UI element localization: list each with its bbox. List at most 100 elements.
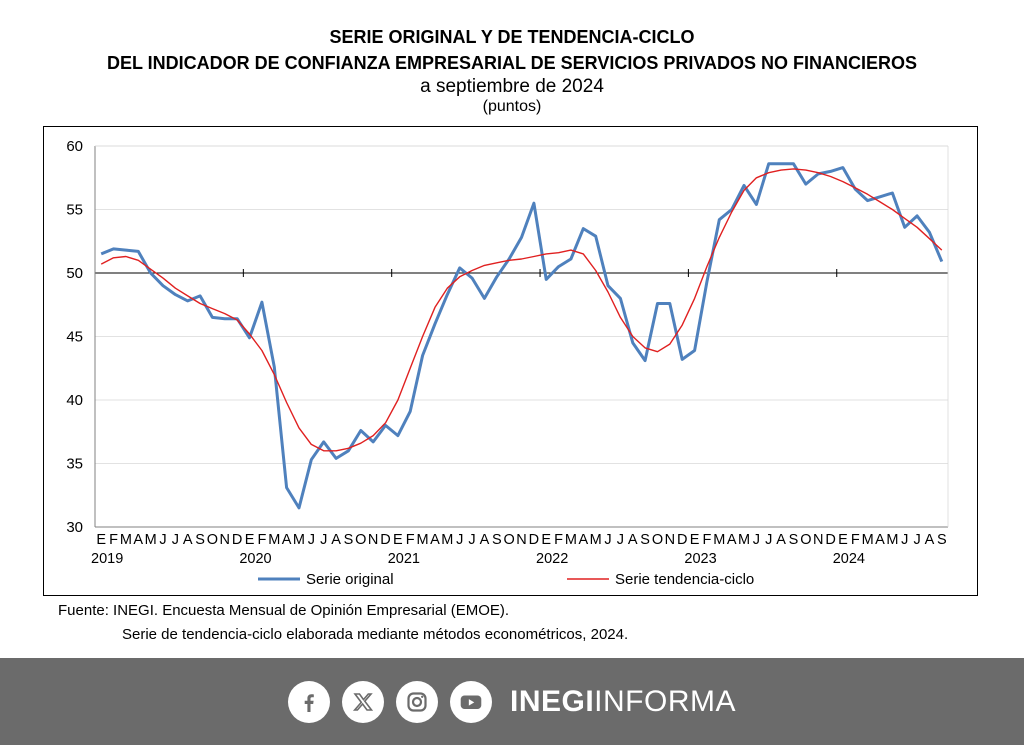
x-tick-label-month: S xyxy=(937,532,947,548)
legend-label-trend: Serie tendencia-ciclo xyxy=(615,571,754,588)
chart-frame xyxy=(43,126,978,596)
x-icon[interactable] xyxy=(341,680,384,723)
chart-title-block: SERIE ORIGINAL Y DE TENDENCIA-CICLO DEL … xyxy=(0,24,1024,116)
x-tick-label-month: N xyxy=(665,532,675,548)
x-tick-label-year: 2021 xyxy=(388,551,420,567)
x-tick-label-month: N xyxy=(220,532,230,548)
x-tick-label-month: J xyxy=(753,532,760,548)
x-tick-label-month: D xyxy=(529,532,539,548)
x-tick-label-month: E xyxy=(690,532,700,548)
x-tick-label-month: A xyxy=(628,532,638,548)
y-tick-label: 30 xyxy=(66,519,83,536)
x-tick-label-month: S xyxy=(344,532,354,548)
x-tick-label-month: A xyxy=(183,532,193,548)
x-tick-label-month: S xyxy=(492,532,502,548)
x-tick-label-month: M xyxy=(886,532,898,548)
y-tick-label: 40 xyxy=(66,392,83,409)
x-tick-label-month: J xyxy=(308,532,315,548)
x-tick-label-month: E xyxy=(96,532,106,548)
x-tick-label-month: A xyxy=(331,532,341,548)
x-tick-label-month: D xyxy=(677,532,687,548)
x-tick-label-month: O xyxy=(800,532,811,548)
y-tick-label: 55 xyxy=(66,202,83,219)
x-tick-label-month: J xyxy=(172,532,179,548)
x-tick-label-month: S xyxy=(640,532,650,548)
x-tick-label-month: M xyxy=(120,532,132,548)
x-tick-label-month: F xyxy=(554,532,563,548)
x-tick-label-month: A xyxy=(875,532,885,548)
x-tick-label-month: A xyxy=(727,532,737,548)
x-tick-label-month: M xyxy=(417,532,429,548)
chart-units: (puntos) xyxy=(482,98,542,115)
x-tick-label-month: E xyxy=(838,532,848,548)
x-tick-label-month: D xyxy=(380,532,390,548)
chart-title-line2: DEL INDICADOR DE CONFIANZA EMPRESARIAL D… xyxy=(106,53,918,73)
y-tick-label: 60 xyxy=(66,138,83,155)
x-tick-label-month: A xyxy=(133,532,143,548)
x-tick-label-month: J xyxy=(468,532,475,548)
x-tick-label-month: S xyxy=(195,532,205,548)
x-tick-label-month: A xyxy=(282,532,292,548)
x-tick-label-month: A xyxy=(480,532,490,548)
x-tick-label-month: D xyxy=(825,532,835,548)
x-tick-label-month: O xyxy=(503,532,514,548)
chart-title-line1: SERIE ORIGINAL Y DE TENDENCIA-CICLO xyxy=(329,27,695,47)
series-original-line xyxy=(100,162,944,510)
x-tick-label-month: A xyxy=(578,532,588,548)
x-tick-label-month: A xyxy=(776,532,786,548)
x-tick-label-month: F xyxy=(703,532,712,548)
x-tick-label-month: J xyxy=(604,532,611,548)
x-tick-label-month: J xyxy=(320,532,327,548)
y-tick-label: 35 xyxy=(66,456,83,473)
method-note: Serie de tendencia-ciclo elaborada media… xyxy=(122,626,629,643)
x-tick-label-month: E xyxy=(541,532,551,548)
series-trend-line xyxy=(100,168,943,452)
x-tick-label-month: M xyxy=(738,532,750,548)
x-tick-label-month: M xyxy=(590,532,602,548)
youtube-icon[interactable] xyxy=(449,680,492,723)
x-tick-label-month: N xyxy=(516,532,526,548)
x-tick-label-year: 2020 xyxy=(239,551,271,567)
x-tick-label-year: 2022 xyxy=(536,551,568,567)
x-tick-label-month: M xyxy=(268,532,280,548)
x-tick-label-year: 2023 xyxy=(684,551,716,567)
x-tick-label-month: N xyxy=(813,532,823,548)
facebook-icon[interactable] xyxy=(287,680,330,723)
x-tick-label-month: J xyxy=(617,532,624,548)
x-tick-label-month: F xyxy=(851,532,860,548)
chart-subtitle: a septiembre de 2024 xyxy=(420,76,604,97)
footer-bar: INEGIINFORMA xyxy=(0,658,1024,745)
x-tick-label-month: F xyxy=(257,532,266,548)
x-tick-label-month: M xyxy=(145,532,157,548)
x-tick-label-month: E xyxy=(245,532,255,548)
x-tick-label-month: E xyxy=(393,532,403,548)
x-tick-label-month: N xyxy=(368,532,378,548)
x-tick-label-month: O xyxy=(207,532,218,548)
x-tick-label-month: J xyxy=(901,532,908,548)
x-tick-label-month: J xyxy=(456,532,463,548)
x-tick-label-month: O xyxy=(355,532,366,548)
x-tick-label-month: F xyxy=(109,532,118,548)
x-tick-label-month: S xyxy=(789,532,799,548)
y-tick-label: 50 xyxy=(66,265,83,282)
source-note: Fuente: INEGI. Encuesta Mensual de Opini… xyxy=(58,602,510,619)
x-tick-label-month: A xyxy=(430,532,440,548)
x-tick-label-month: M xyxy=(862,532,874,548)
y-tick-label: 45 xyxy=(66,329,83,346)
x-tick-label-month: M xyxy=(441,532,453,548)
legend-label-original: Serie original xyxy=(306,571,394,588)
instagram-icon[interactable] xyxy=(395,680,438,723)
x-tick-label-year: 2019 xyxy=(91,551,123,567)
x-tick-label-month: M xyxy=(713,532,725,548)
x-tick-label-month: D xyxy=(232,532,242,548)
x-tick-label-month: J xyxy=(913,532,920,548)
x-tick-label-year: 2024 xyxy=(833,551,865,567)
x-tick-label-month: J xyxy=(765,532,772,548)
x-tick-label-month: M xyxy=(293,532,305,548)
inegi-informa-logo: INEGIINFORMA xyxy=(509,684,736,718)
x-tick-label-month: J xyxy=(159,532,166,548)
x-tick-label-month: F xyxy=(406,532,415,548)
x-tick-label-month: A xyxy=(925,532,935,548)
x-tick-label-month: O xyxy=(652,532,663,548)
